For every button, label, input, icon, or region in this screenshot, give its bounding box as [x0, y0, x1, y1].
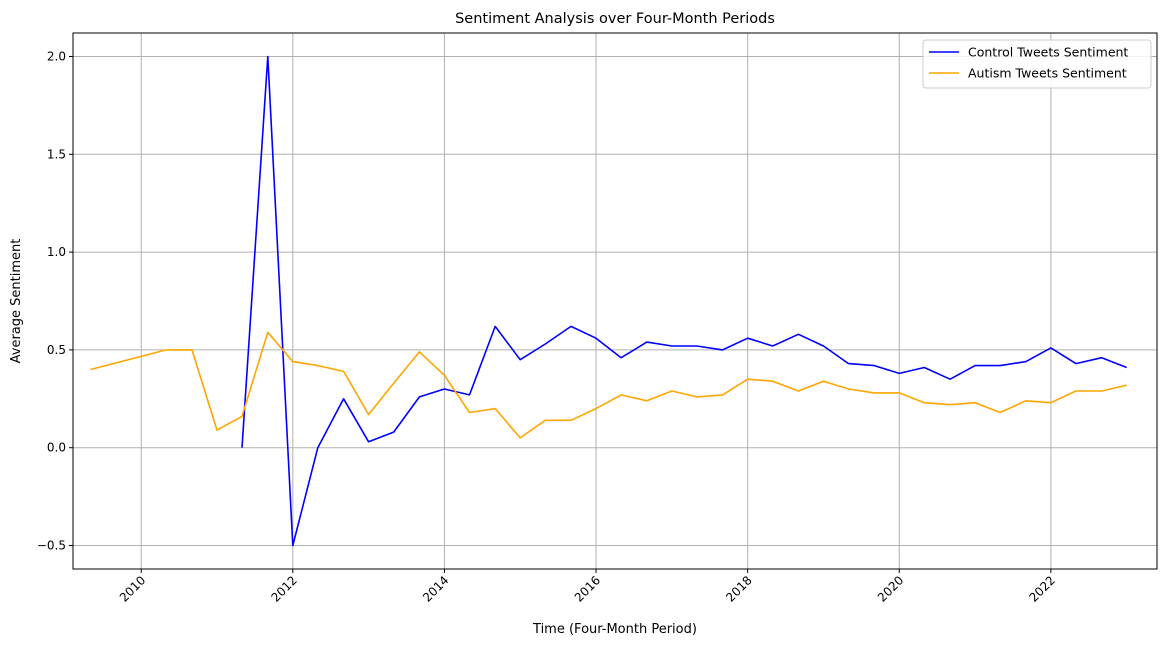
plot-frame: [72, 32, 1158, 570]
x-axis-label: Time (Four-Month Period): [532, 622, 697, 637]
y-tick-label: −0.5: [37, 539, 66, 553]
y-tick-label: 0.5: [47, 343, 66, 357]
legend: Control Tweets Sentiment Autism Tweets Se…: [922, 39, 1152, 89]
y-tick-label: 1.0: [47, 245, 66, 259]
y-axis-label: Average Sentiment: [9, 239, 24, 364]
y-tick-label: 2.0: [47, 49, 66, 63]
series-line-autism: [90, 331, 1127, 439]
y-tick-label: 1.5: [47, 147, 66, 161]
chart-title: Sentiment Analysis over Four-Month Perio…: [455, 11, 775, 27]
y-tick-label: 0.0: [47, 441, 66, 455]
series-group: [90, 55, 1127, 547]
y-axis: −0.5 0.0 0.5 1.0 1.5 2.0: [37, 49, 73, 553]
legend-label: Control Tweets Sentiment: [968, 45, 1128, 60]
series-line-control: [241, 55, 1127, 547]
legend-label: Autism Tweets Sentiment: [968, 66, 1127, 81]
legend-box: [922, 39, 1152, 89]
